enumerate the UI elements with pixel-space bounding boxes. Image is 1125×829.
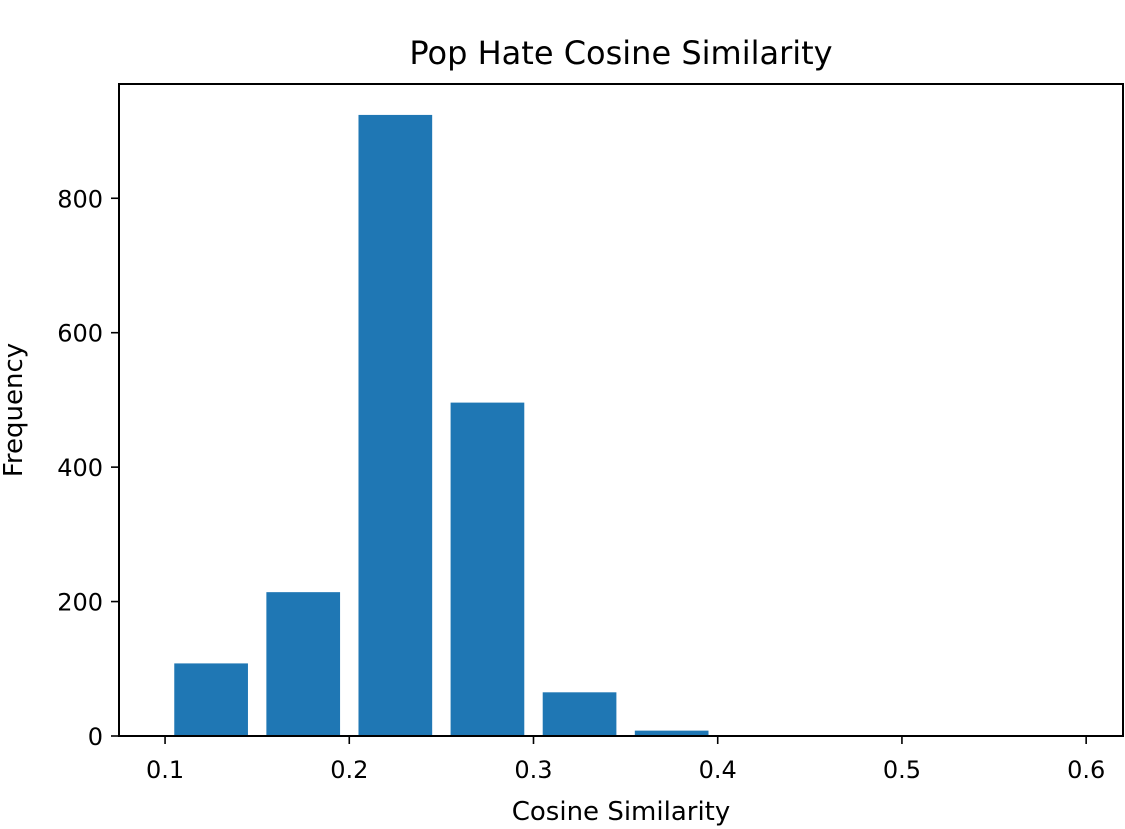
histogram-bar [634,730,709,736]
x-axis-label: Cosine Similarity [512,797,731,827]
plot-frame [118,83,1124,737]
y-axis-label: Frequency [0,343,29,477]
histogram-bar [266,592,341,736]
histogram-bar [450,402,525,736]
histogram-bar [174,663,248,736]
x-tick-label: 0.5 [883,756,921,784]
x-tick-label: 0.6 [1067,756,1105,784]
bars-group [174,114,709,737]
y-tick-label: 800 [57,185,103,213]
x-tick-label: 0.2 [330,756,368,784]
x-axis-ticks: 0.1 0.2 0.3 0.4 0.5 0.6 [146,736,1105,784]
histogram-bar [542,692,617,736]
x-tick-label: 0.4 [699,756,737,784]
chart-title: Pop Hate Cosine Similarity [409,34,832,72]
y-tick-label: 400 [57,454,103,482]
y-tick-label: 200 [57,589,103,617]
y-tick-label: 0 [88,723,103,751]
y-axis-ticks: 0 200 400 600 800 [57,185,119,751]
x-tick-label: 0.3 [514,756,552,784]
x-tick-label: 0.1 [146,756,184,784]
y-tick-label: 600 [57,320,103,348]
histogram-bar [358,114,433,737]
